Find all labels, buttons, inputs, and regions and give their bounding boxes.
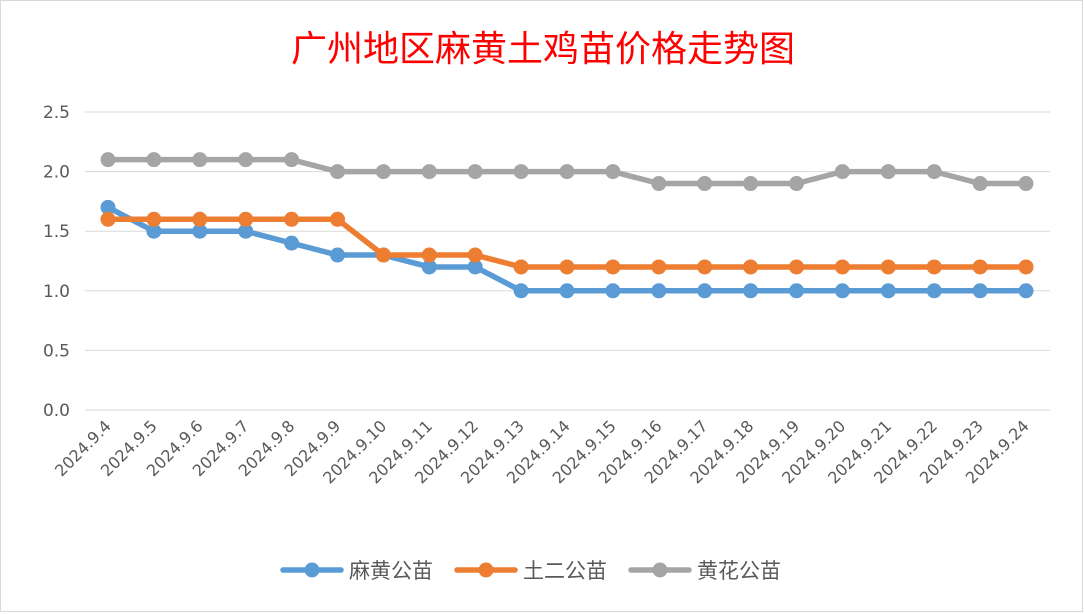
data-point [605, 164, 621, 180]
y-tick-label: 0.5 [43, 341, 70, 361]
data-point [880, 259, 896, 275]
data-point [697, 176, 713, 192]
data-point [284, 235, 300, 251]
data-point [834, 164, 850, 180]
data-point [972, 259, 988, 275]
data-point [559, 164, 575, 180]
data-point [238, 223, 254, 239]
data-point [880, 283, 896, 299]
data-point [789, 283, 804, 299]
data-point [421, 164, 437, 180]
legend-marker [304, 562, 320, 578]
data-point [651, 259, 667, 275]
data-point [926, 259, 942, 275]
chart-title: 广州地区麻黄土鸡苗价格走势图 [291, 29, 795, 70]
data-point [697, 259, 713, 275]
data-point [192, 211, 208, 227]
data-point [330, 247, 345, 263]
legend-label: 麻黄公苗 [349, 559, 433, 583]
data-point [605, 283, 621, 299]
y-tick-label: 2.5 [43, 103, 70, 123]
data-point [1018, 176, 1034, 192]
x-axis-tick-labels: 2024.9.42024.9.52024.9.62024.9.72024.9.8… [51, 416, 1033, 487]
legend-item: 麻黄公苗 [280, 559, 433, 583]
data-point [238, 211, 254, 227]
data-point [972, 176, 988, 192]
data-point [789, 176, 804, 192]
data-point [559, 283, 575, 299]
data-point [467, 247, 483, 263]
data-point [330, 164, 345, 180]
data-point [880, 164, 896, 180]
data-point [513, 164, 529, 180]
y-tick-label: 2.0 [43, 163, 70, 183]
data-point [926, 283, 942, 299]
data-point [467, 164, 483, 180]
data-point [972, 283, 988, 299]
legend-label: 土二公苗 [523, 559, 607, 583]
data-point [651, 283, 667, 299]
data-point [421, 259, 437, 275]
data-point [789, 259, 804, 275]
y-tick-label: 1.5 [43, 222, 70, 242]
data-point [330, 211, 345, 227]
data-point [559, 259, 575, 275]
data-point [192, 223, 208, 239]
data-point [926, 164, 942, 180]
legend-label: 黄花公苗 [697, 559, 781, 583]
data-point [834, 283, 850, 299]
data-point [375, 164, 391, 180]
data-series [100, 152, 1034, 299]
data-point [834, 259, 850, 275]
legend-marker [652, 562, 668, 578]
data-point [1018, 283, 1034, 299]
series-2 [100, 211, 1034, 275]
data-point [743, 176, 759, 192]
data-point [284, 211, 300, 227]
data-point [1018, 259, 1034, 275]
data-point [146, 211, 162, 227]
data-point [605, 259, 621, 275]
data-point [651, 176, 667, 192]
data-point [375, 247, 391, 263]
legend: 麻黄公苗 土二公苗 黄花公苗 [280, 559, 781, 583]
data-point [146, 152, 162, 168]
legend-item: 土二公苗 [454, 559, 607, 583]
data-point [513, 259, 529, 275]
data-point [100, 211, 116, 227]
data-point [100, 199, 116, 215]
series-1 [100, 199, 1034, 299]
data-point [697, 283, 713, 299]
y-tick-label: 0.0 [43, 401, 70, 421]
legend-item: 黄花公苗 [628, 559, 781, 583]
data-point [284, 152, 300, 168]
series-3 [100, 152, 1034, 192]
y-axis-tick-labels: 0.0 0.5 1.0 1.5 2.0 2.5 [43, 103, 70, 421]
data-point [513, 283, 529, 299]
data-point [743, 283, 759, 299]
data-point [421, 247, 437, 263]
data-point [146, 223, 162, 239]
data-point [100, 152, 116, 168]
data-point [467, 259, 483, 275]
data-point [743, 259, 759, 275]
legend-marker [478, 562, 494, 578]
data-point [192, 152, 208, 168]
data-point [238, 152, 254, 168]
y-tick-label: 1.0 [43, 282, 70, 302]
